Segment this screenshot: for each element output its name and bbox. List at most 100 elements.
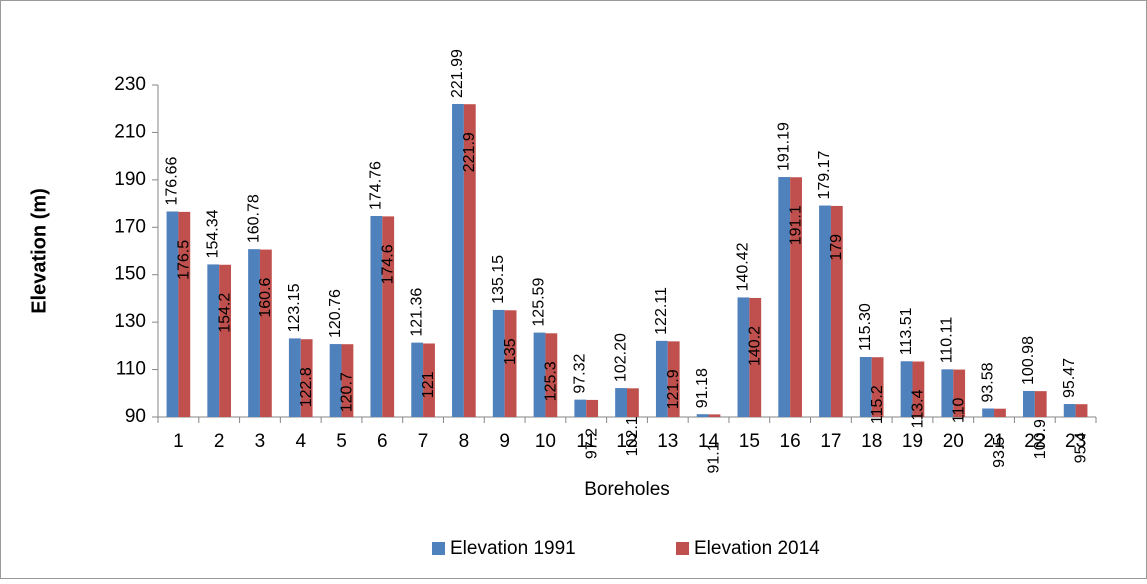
y-tick-label: 190 [114,169,146,190]
bar [953,369,966,417]
bar [859,357,872,417]
bar [452,103,464,417]
data-label: 113.4 [910,389,927,428]
bar [615,388,627,417]
y-tick-label: 90 [125,406,146,427]
data-label: 179 [828,234,845,261]
bar [994,408,1006,417]
y-axis-title: Elevation (m) [28,188,50,314]
bar [411,342,424,417]
x-tick-label: 2 [214,431,225,452]
bar [982,408,995,417]
x-tick-label: 1 [173,431,184,452]
bar [207,264,220,417]
bar [1034,391,1047,417]
y-tick-label: 130 [114,311,146,332]
x-tick-label: 21 [983,431,1004,452]
bar [790,177,802,417]
data-label: 140.2 [746,326,763,366]
data-label: 125.59 [531,278,548,327]
bar [708,414,721,417]
bar [463,104,476,418]
data-label: 191.19 [775,122,792,171]
x-tick-label: 15 [739,431,760,452]
y-tick-label: 210 [114,121,146,142]
data-label: 110.11 [939,317,956,364]
data-label: 100.9 [1032,419,1049,459]
bar [166,211,179,417]
data-label: 113.51 [898,307,915,355]
bar [667,341,680,417]
x-tick-label: 11 [576,431,596,452]
data-label: 110 [950,397,967,423]
bar [504,310,517,417]
data-label: 115.2 [869,385,886,424]
y-tick-label: 150 [114,264,146,285]
bar [288,338,301,417]
bar [382,216,395,417]
bar [655,340,668,417]
data-label: 174.76 [368,161,385,210]
data-label: 100.98 [1020,336,1037,385]
x-tick-label: 3 [255,431,266,452]
y-tick-label: 110 [116,359,146,380]
bar [737,297,750,417]
bar [819,205,831,417]
x-tick-label: 20 [943,431,964,452]
bar [830,205,843,417]
data-label: 221.9 [461,132,478,172]
x-tick-label: 7 [418,431,429,452]
bar [300,339,313,417]
data-label: 160.78 [245,194,262,243]
data-label: 176.66 [164,156,181,205]
data-label: 154.34 [204,209,221,258]
data-label: 91.18 [694,368,711,408]
x-tick-label: 12 [616,431,637,452]
bar [586,399,599,417]
data-label: 93.58 [979,362,996,402]
bar [329,344,342,417]
x-tick-label: 22 [1024,431,1045,452]
data-label: 95.4 [1073,432,1090,463]
data-label: 221.99 [449,49,466,98]
y-tick-label: 170 [114,216,146,237]
bar [778,177,791,417]
data-label: 135 [502,338,519,365]
x-tick-label: 10 [535,431,556,452]
legend-label: Elevation 2014 [694,538,820,559]
data-label: 125.3 [543,361,560,401]
bar [1063,404,1076,417]
bar [900,361,913,417]
data-label: 91.1 [706,442,723,473]
bar [545,333,558,417]
legend-label: Elevation 1991 [450,538,576,559]
bar [423,343,435,417]
data-label: 122.11 [653,287,670,335]
data-label: 154.2 [216,293,233,333]
x-tick-label: 17 [820,431,841,452]
x-tick-label: 19 [902,431,923,452]
data-label: 97.32 [572,354,589,394]
bar [941,369,954,417]
data-label: 160.6 [257,277,274,317]
x-tick-label: 18 [861,431,882,452]
data-label: 121.36 [408,288,425,337]
legend-swatch [676,542,689,555]
bar [533,332,546,417]
data-label: 97.2 [583,428,600,459]
x-tick-label: 13 [657,431,678,452]
bar [627,388,639,417]
bar [749,297,762,417]
data-label: 102.1 [624,416,641,456]
x-tick-label: 6 [377,431,388,452]
y-tick-label: 230 [114,74,146,95]
data-label: 121 [420,371,437,398]
x-axis-title: Boreholes [584,479,670,500]
x-tick-label: 14 [698,431,720,452]
data-label: 123.15 [286,283,303,332]
bar [912,361,925,417]
data-label: 135.15 [490,255,507,304]
x-tick-label: 23 [1065,431,1086,452]
